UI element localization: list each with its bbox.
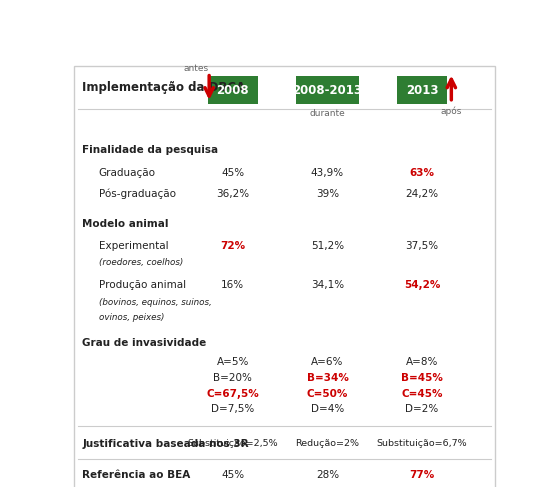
Text: ovinos, peixes): ovinos, peixes) — [99, 314, 164, 322]
Text: A=6%: A=6% — [311, 357, 344, 367]
Text: 45%: 45% — [221, 168, 244, 178]
Text: 39%: 39% — [316, 189, 339, 199]
Text: B=34%: B=34% — [306, 373, 349, 383]
Text: D=2%: D=2% — [406, 404, 438, 414]
Text: A=5%: A=5% — [216, 357, 249, 367]
Text: 16%: 16% — [221, 281, 244, 290]
Text: 45%: 45% — [221, 469, 244, 480]
Text: Implementação da DBCA: Implementação da DBCA — [82, 81, 245, 94]
Text: 28%: 28% — [316, 469, 339, 480]
Text: Referência ao BEA: Referência ao BEA — [82, 469, 190, 480]
Text: Grau de invasividade: Grau de invasividade — [82, 338, 206, 348]
Text: 24,2%: 24,2% — [406, 189, 438, 199]
Text: durante: durante — [310, 109, 345, 118]
Text: B=45%: B=45% — [401, 373, 443, 383]
Text: 2008-2013: 2008-2013 — [292, 84, 362, 96]
Text: D=4%: D=4% — [311, 404, 344, 414]
Text: 37,5%: 37,5% — [406, 241, 438, 251]
Text: 77%: 77% — [410, 469, 435, 480]
Text: 63%: 63% — [410, 168, 435, 178]
Text: C=45%: C=45% — [401, 389, 443, 399]
FancyBboxPatch shape — [397, 76, 447, 104]
Text: Graduação: Graduação — [99, 168, 155, 178]
FancyBboxPatch shape — [208, 76, 258, 104]
Text: 2013: 2013 — [406, 84, 438, 96]
Text: Experimental: Experimental — [99, 241, 168, 251]
Text: Finalidade da pesquisa: Finalidade da pesquisa — [82, 145, 219, 155]
Text: 36,2%: 36,2% — [216, 189, 249, 199]
FancyBboxPatch shape — [296, 76, 359, 104]
Text: após: após — [441, 107, 462, 116]
Text: 54,2%: 54,2% — [404, 281, 440, 290]
Text: Modelo animal: Modelo animal — [82, 219, 169, 229]
Text: Substituição=2,5%: Substituição=2,5% — [188, 439, 278, 449]
Text: Pós-graduação: Pós-graduação — [99, 189, 175, 200]
FancyBboxPatch shape — [74, 66, 495, 487]
Text: (bovinos, equinos, suinos,: (bovinos, equinos, suinos, — [99, 298, 211, 307]
Text: (roedores, coelhos): (roedores, coelhos) — [99, 258, 183, 267]
Text: Justificativa baseada nos 3R: Justificativa baseada nos 3R — [82, 439, 249, 449]
Text: B=20%: B=20% — [213, 373, 253, 383]
Text: 34,1%: 34,1% — [311, 281, 344, 290]
Text: antes: antes — [184, 64, 209, 74]
Text: 43,9%: 43,9% — [311, 168, 344, 178]
Text: 72%: 72% — [220, 241, 245, 251]
Text: C=67,5%: C=67,5% — [206, 389, 259, 399]
Text: D=7,5%: D=7,5% — [211, 404, 254, 414]
Text: Redução=2%: Redução=2% — [295, 439, 360, 449]
Text: 2008: 2008 — [216, 84, 249, 96]
Text: C=50%: C=50% — [307, 389, 348, 399]
Text: 51,2%: 51,2% — [311, 241, 344, 251]
Text: Produção animal: Produção animal — [99, 281, 186, 290]
Text: Substituição=6,7%: Substituição=6,7% — [377, 439, 467, 449]
Text: A=8%: A=8% — [406, 357, 438, 367]
